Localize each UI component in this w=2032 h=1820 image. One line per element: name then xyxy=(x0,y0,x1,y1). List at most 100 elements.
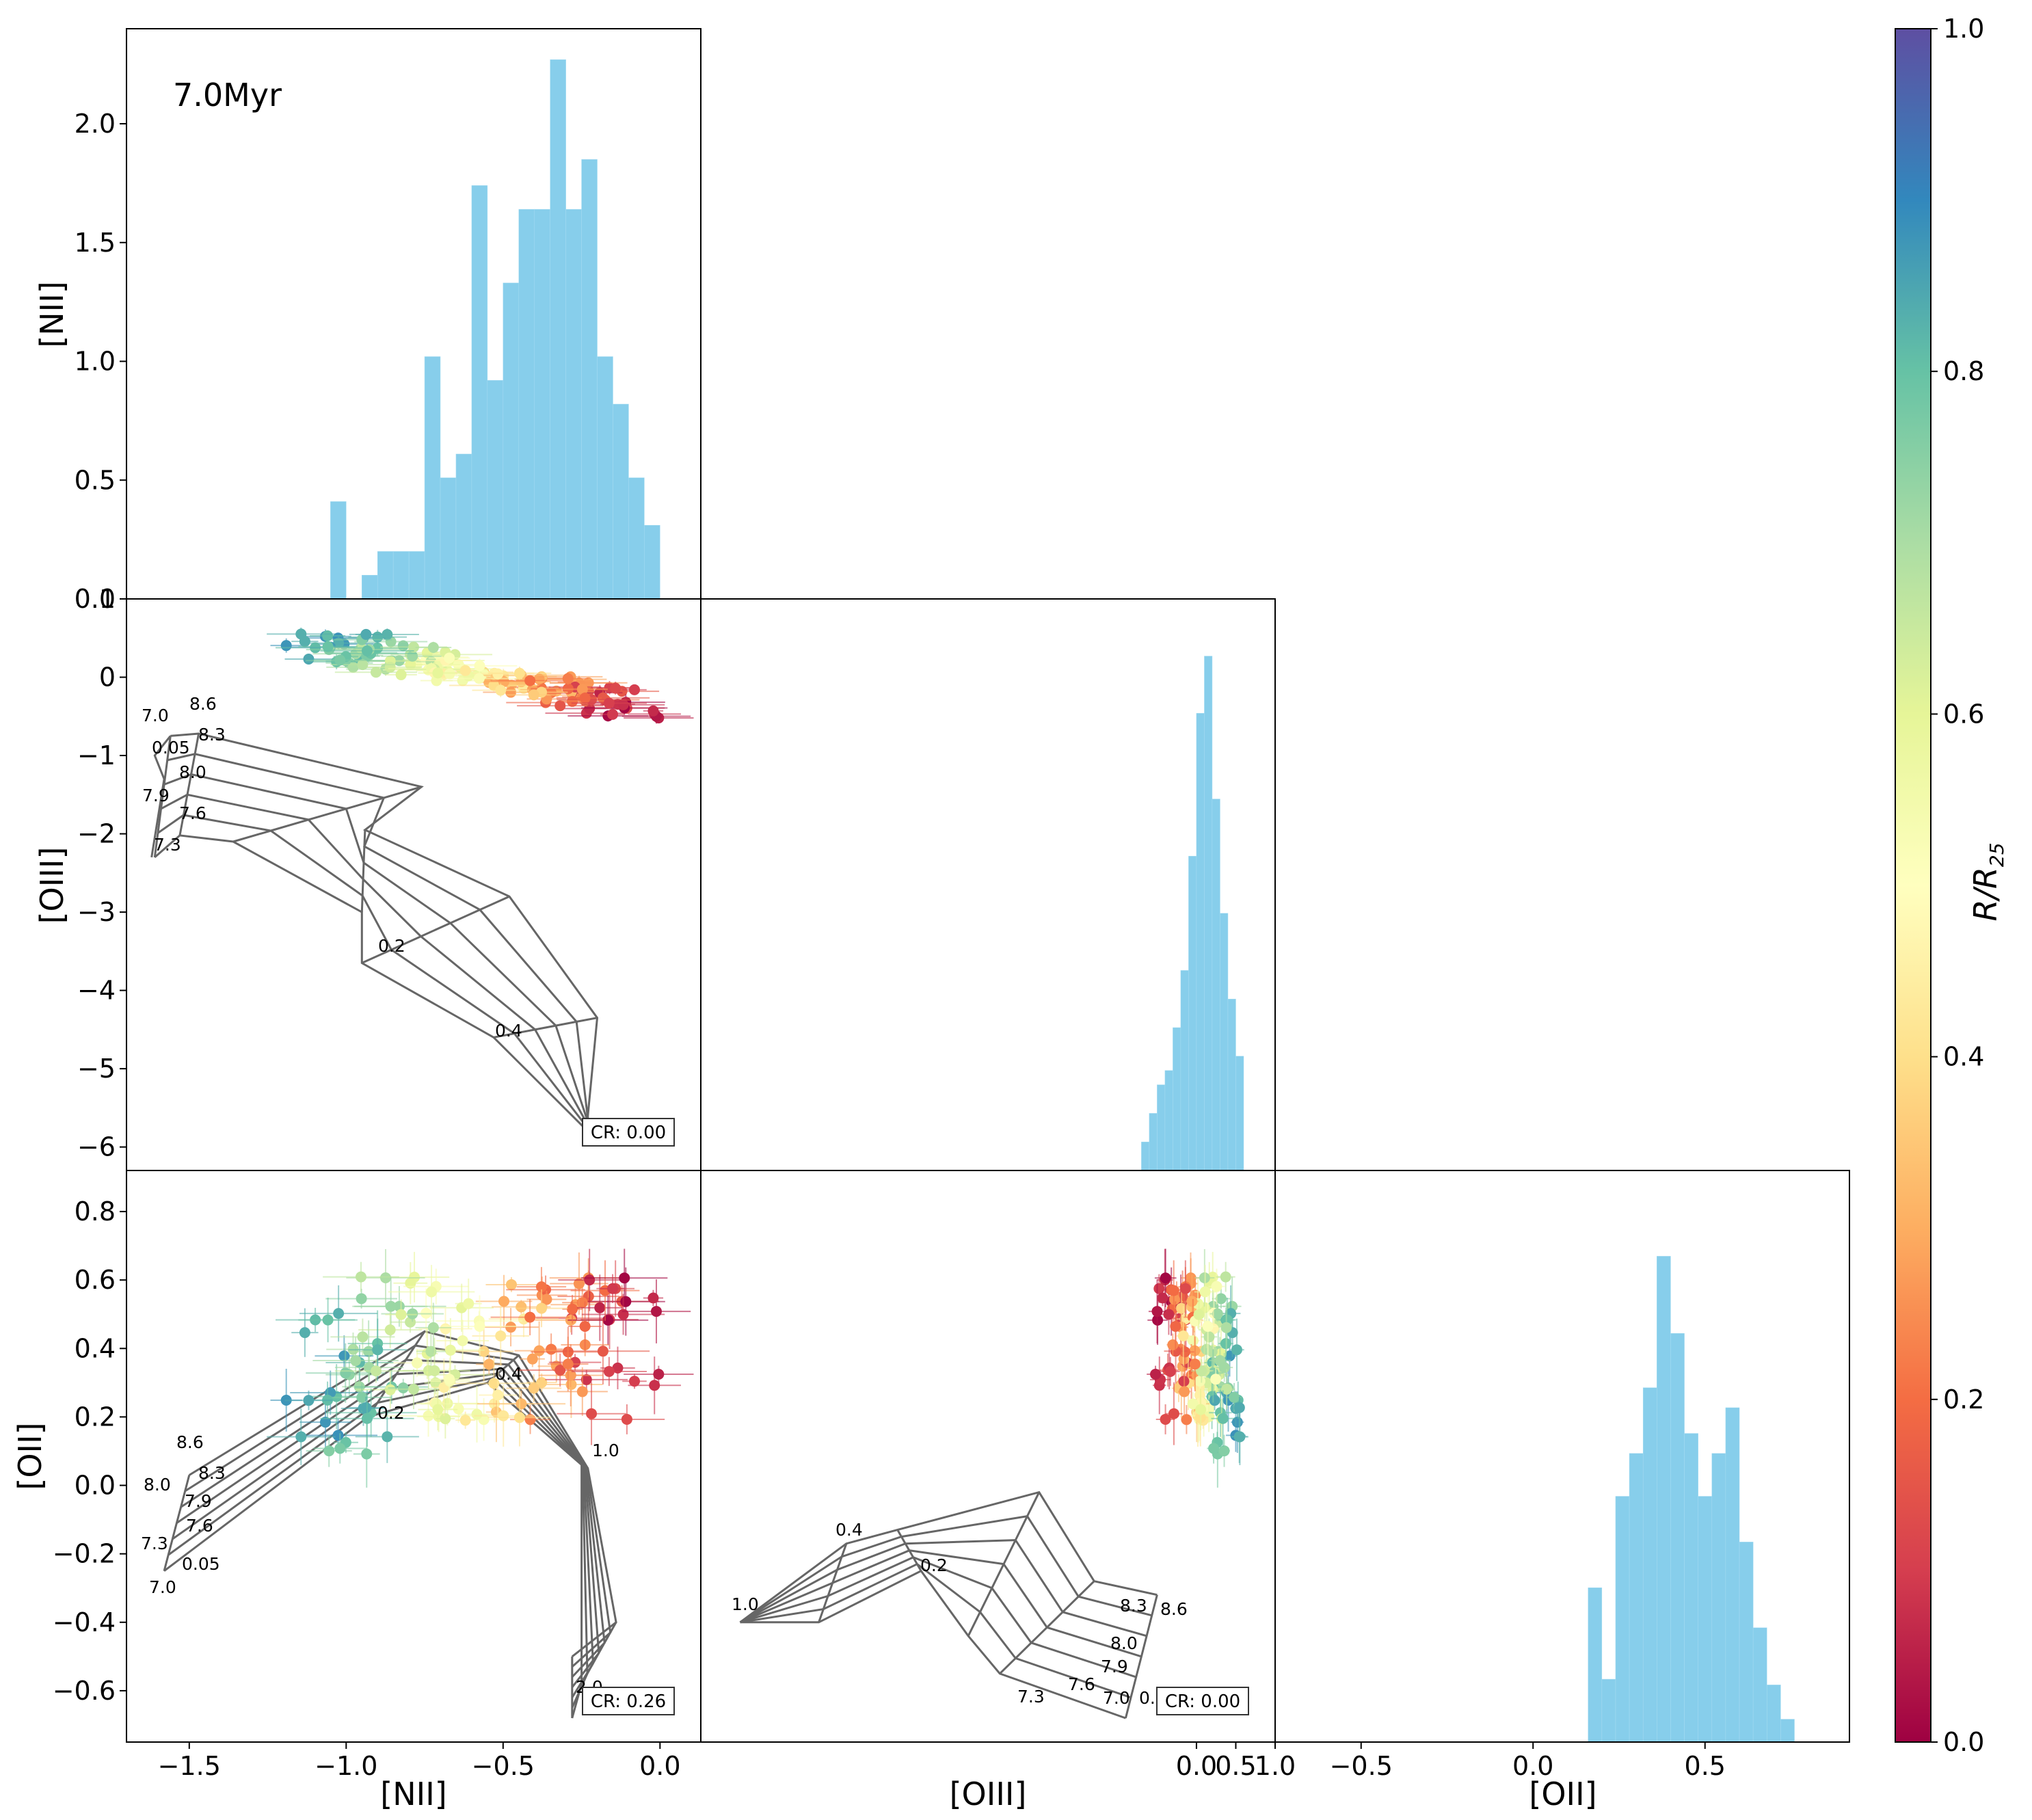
scatter-point xyxy=(384,1324,396,1336)
scatter-point xyxy=(1193,1309,1205,1320)
scatter-point xyxy=(333,1308,345,1320)
hist-bar xyxy=(1629,1453,1644,1743)
scatter-point xyxy=(505,1322,517,1333)
scatter-point xyxy=(432,667,444,679)
y-tick-label: −0.4 xyxy=(53,1607,116,1637)
panel-frame-s32 xyxy=(700,1170,1276,1743)
grid-label: 0.05 xyxy=(152,738,190,758)
scatter-point xyxy=(536,1302,548,1314)
scatter-point xyxy=(647,1292,659,1304)
grid-label: 7.3 xyxy=(154,835,181,855)
scatter-point xyxy=(1177,1330,1189,1341)
y-tick-label: 0.8 xyxy=(75,1196,116,1227)
scatter-point xyxy=(323,1445,335,1457)
scatter-point xyxy=(1160,1413,1171,1425)
grid-label: 7.9 xyxy=(185,1491,212,1511)
scatter-point xyxy=(1164,1365,1176,1377)
scatter-point xyxy=(1170,1320,1181,1332)
scatter-point xyxy=(322,630,334,642)
grid-label: 8.0 xyxy=(144,1475,171,1495)
grid-label: 8.3 xyxy=(198,1463,226,1483)
scatter-point xyxy=(597,1346,609,1357)
scatter-point xyxy=(1220,1271,1231,1283)
histogram-hist-oii xyxy=(1588,1256,1795,1743)
scatter-point xyxy=(372,631,384,643)
scatter-point xyxy=(647,705,659,717)
hist-bar xyxy=(377,551,394,600)
scatter-point xyxy=(1215,1293,1227,1304)
y-tick-label: −3 xyxy=(77,897,116,927)
scatter-point xyxy=(602,1314,614,1326)
scatter-point xyxy=(483,1359,495,1370)
scatter-point xyxy=(473,673,485,684)
hist-bar xyxy=(1220,913,1229,1171)
scatter-point xyxy=(1194,1376,1206,1387)
scatter-point xyxy=(457,1335,468,1346)
scatter-point xyxy=(322,641,334,652)
scatter-point xyxy=(384,661,396,673)
hist-bar xyxy=(1711,1453,1726,1743)
grid-ionization-line xyxy=(493,1017,598,1039)
hist-bar xyxy=(1670,1333,1685,1743)
colorbar-label-sub: 25 xyxy=(1986,842,2008,867)
scatter-point xyxy=(444,668,455,680)
grid-metallicity-line xyxy=(739,1539,1147,1637)
hist-bar xyxy=(408,551,425,600)
grid-label: 8.0 xyxy=(1110,1633,1138,1653)
y-ticks-scatter-nii-oiii: −6 −5 −4 −3 −2 −1 0 1 xyxy=(77,584,126,1162)
hist-bar xyxy=(1767,1685,1781,1743)
hist-bar xyxy=(565,209,582,600)
x-tick-label: 0.0 xyxy=(1176,1751,1217,1781)
y-tick-label: −1 xyxy=(77,740,116,771)
x-ticks-hist-oii: −0.5 0.0 0.5 xyxy=(1330,1742,1726,1781)
scatter-point xyxy=(1233,1402,1245,1413)
scatter-point xyxy=(488,1378,500,1389)
grid-ionization-line xyxy=(153,736,172,858)
hist-bar xyxy=(1752,1627,1767,1743)
grid-label: 7.9 xyxy=(142,786,170,805)
y-tick-label: 0 xyxy=(99,663,116,693)
x-tick-label: 0.5 xyxy=(1685,1751,1726,1781)
scatter-point xyxy=(1179,1386,1190,1397)
scatter-point xyxy=(350,1355,362,1367)
grid-ionization-line xyxy=(178,733,200,836)
y-tick-label: −6 xyxy=(77,1132,116,1162)
grid-label: 1.0 xyxy=(732,1594,759,1614)
scatter-point xyxy=(1153,1283,1165,1294)
scatter-point xyxy=(1220,1322,1232,1333)
colorbar: 0.0 0.2 0.4 0.6 0.8 1.0 R/R25 xyxy=(1895,14,2008,1757)
scatter-point xyxy=(372,1344,384,1356)
grid-ionization-line xyxy=(580,1464,589,1469)
scatter-point xyxy=(1187,1335,1199,1346)
grid-metallicity-line xyxy=(157,814,589,1129)
x-tick-label: −0.5 xyxy=(472,1751,535,1781)
scatter-point xyxy=(546,1343,557,1355)
scatter-point xyxy=(1218,1445,1230,1457)
hist-bar xyxy=(503,282,520,600)
hist-bar xyxy=(330,501,347,600)
age-label: 7.0Myr xyxy=(173,77,282,113)
grid-ionization-line xyxy=(361,895,510,964)
scatter-point xyxy=(361,1413,373,1424)
hist-bar xyxy=(1642,1387,1657,1743)
grid-label: 8.0 xyxy=(179,762,206,782)
scatter-point xyxy=(459,665,471,676)
scatter-point xyxy=(444,1374,455,1385)
grid-metallicity-line xyxy=(740,1556,1137,1678)
x-tick-label: 0.0 xyxy=(639,1751,680,1781)
x-tick-label: −1.0 xyxy=(315,1751,377,1781)
grid-ionization-line xyxy=(367,1330,426,1418)
scatter-point xyxy=(619,1272,630,1284)
y-axis-label-oiii: [OIII] xyxy=(34,847,70,924)
cr-label-nii-oii: CR: 0.26 xyxy=(591,1691,666,1712)
model-grid-scatter-oiii-oii xyxy=(739,1490,1158,1719)
scatter-point xyxy=(513,1412,525,1423)
scatter-point xyxy=(319,1417,331,1428)
scatter-point xyxy=(426,1286,438,1298)
panel-frame-h3 xyxy=(1274,1170,1850,1743)
grid-ionization-line xyxy=(896,1529,922,1572)
scatter-point xyxy=(524,1311,536,1323)
scatter-point xyxy=(360,1402,372,1413)
grid-ionization-line xyxy=(967,1491,1041,1637)
scatter-point xyxy=(370,1365,382,1377)
